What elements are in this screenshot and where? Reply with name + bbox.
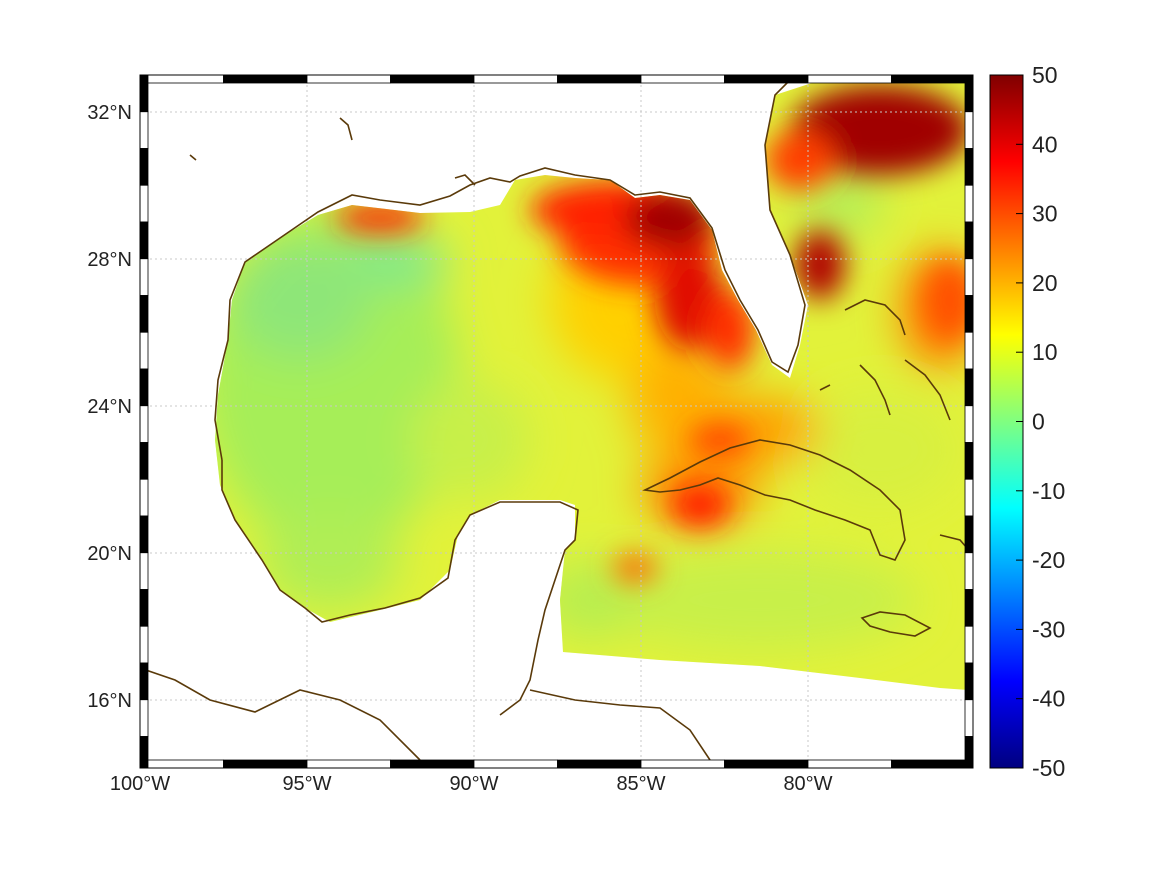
frame-segment [139, 74, 149, 113]
longitude-tick-label: 80°W [783, 773, 832, 795]
frame-segment [139, 258, 149, 296]
colorbar-tick-label: -40 [1032, 686, 1065, 712]
colorbar-tick-label: -20 [1032, 547, 1065, 573]
frame-segment [964, 111, 974, 149]
frame-segment [390, 74, 475, 84]
frame-segment [390, 759, 475, 769]
latitude-tick-label: 16°N [87, 690, 132, 712]
longitude-tick-label: 90°W [449, 773, 498, 795]
frame-segment [964, 148, 974, 186]
frame-segment [139, 405, 149, 443]
frame-segment [964, 699, 974, 737]
colorbar-labels: 50 40 30 20 10 0 -10 -20 -30 -40 -50 [1016, 62, 1065, 781]
frame-segment [139, 442, 149, 480]
frame-segment [724, 74, 809, 84]
frame-segment [139, 295, 149, 333]
frame-segment [807, 759, 892, 769]
colorbar-tick-label: 40 [1032, 131, 1058, 157]
longitude-labels: 100°W 95°W 90°W 85°W 80°W [110, 773, 833, 795]
frame-segment [964, 515, 974, 554]
frame-segment [891, 759, 974, 769]
frame-segment [964, 552, 974, 590]
frame-segment [964, 442, 974, 480]
frame-segment [964, 625, 974, 664]
frame-segment [139, 552, 149, 590]
frame-segment [964, 221, 974, 260]
frame-segment [891, 74, 974, 84]
frame-segment [139, 736, 149, 769]
latitude-labels: 32°N 28°N 24°N 20°N 16°N [87, 102, 132, 712]
frame-segment [640, 74, 725, 84]
frame-segment [139, 368, 149, 407]
frame-outline [139, 74, 974, 769]
frame-segment [139, 184, 149, 223]
frame-segment [223, 74, 308, 84]
frame-segment [964, 74, 974, 113]
frame-segment [724, 759, 809, 769]
frame-segment [139, 515, 149, 554]
frame-segment [139, 699, 149, 737]
frame-segment [964, 258, 974, 296]
frame-segment [306, 759, 391, 769]
frame-segment [640, 759, 725, 769]
frame-segment [964, 736, 974, 769]
frame-segment [139, 148, 149, 186]
colorbar-tick-label: 20 [1032, 270, 1058, 296]
frame-segment [964, 368, 974, 407]
frame-segment [139, 221, 149, 260]
colorbar-tick-label: 0 [1032, 409, 1045, 435]
latitude-tick-label: 28°N [87, 249, 132, 271]
heatmap-field [215, 82, 968, 690]
map-gridlines [140, 75, 973, 768]
frame-segment [139, 74, 224, 84]
frame-segment [223, 759, 308, 769]
longitude-tick-label: 100°W [110, 773, 170, 795]
latitude-tick-label: 32°N [87, 102, 132, 124]
longitude-tick-label: 85°W [616, 773, 665, 795]
frame-segment [306, 74, 391, 84]
frame-segment [964, 589, 974, 627]
frame-segment [139, 111, 149, 149]
frame-segment [139, 331, 149, 370]
frame-segment [964, 662, 974, 701]
longitude-tick-label: 95°W [282, 773, 331, 795]
frame-segment [807, 74, 892, 84]
colorbar-tick-label: 10 [1032, 339, 1058, 365]
frame-segment [964, 184, 974, 223]
colorbar-tick-label: -30 [1032, 616, 1065, 642]
frame-segment [964, 478, 974, 517]
frame-segment [964, 331, 974, 370]
frame-segment [964, 405, 974, 443]
colorbar-tick-label: -10 [1032, 478, 1065, 504]
frame-segment [964, 295, 974, 333]
frame-segment [473, 74, 558, 84]
latitude-tick-label: 20°N [87, 543, 132, 565]
map-frame [139, 74, 974, 769]
frame-segment [139, 662, 149, 701]
frame-segment [139, 759, 224, 769]
frame-segment [139, 478, 149, 517]
frame-segment [557, 759, 642, 769]
colorbar-tick-label: 50 [1032, 62, 1058, 88]
frame-segment [139, 589, 149, 627]
frame-segment [557, 74, 642, 84]
frame-segment [473, 759, 558, 769]
frame-segment [139, 625, 149, 664]
colorbar-tick-label: 30 [1032, 201, 1058, 227]
latitude-tick-label: 24°N [87, 396, 132, 418]
colorbar-tick-label: -50 [1032, 755, 1065, 781]
